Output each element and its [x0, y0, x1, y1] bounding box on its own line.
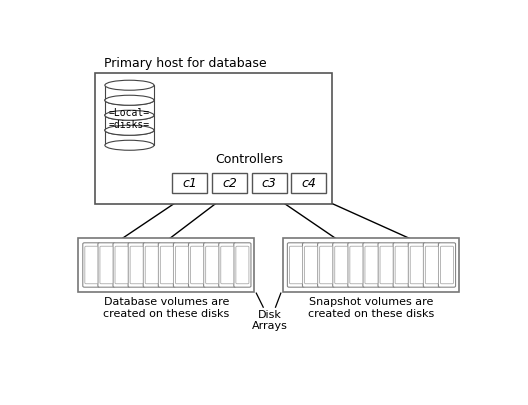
- FancyBboxPatch shape: [348, 243, 365, 288]
- FancyBboxPatch shape: [143, 243, 161, 288]
- FancyBboxPatch shape: [333, 243, 350, 288]
- FancyBboxPatch shape: [395, 247, 408, 284]
- Text: c2: c2: [222, 177, 237, 190]
- Text: c1: c1: [182, 177, 197, 190]
- Text: Controllers: Controllers: [215, 153, 284, 166]
- FancyBboxPatch shape: [221, 247, 234, 284]
- Bar: [283, 239, 459, 292]
- FancyBboxPatch shape: [191, 247, 204, 284]
- FancyBboxPatch shape: [378, 243, 395, 288]
- Bar: [172, 173, 207, 194]
- FancyBboxPatch shape: [128, 243, 145, 288]
- FancyBboxPatch shape: [408, 243, 426, 288]
- FancyBboxPatch shape: [158, 243, 175, 288]
- Bar: [95, 74, 332, 205]
- Ellipse shape: [105, 81, 154, 91]
- FancyBboxPatch shape: [303, 243, 319, 288]
- FancyBboxPatch shape: [161, 247, 173, 284]
- FancyBboxPatch shape: [188, 243, 205, 288]
- FancyBboxPatch shape: [115, 247, 128, 284]
- FancyBboxPatch shape: [130, 247, 143, 284]
- FancyBboxPatch shape: [317, 243, 335, 288]
- FancyBboxPatch shape: [175, 247, 188, 284]
- Bar: [252, 173, 287, 194]
- FancyBboxPatch shape: [100, 247, 113, 284]
- FancyBboxPatch shape: [380, 247, 393, 284]
- FancyBboxPatch shape: [287, 243, 305, 288]
- FancyBboxPatch shape: [393, 243, 410, 288]
- Text: =Local=
=disks=: =Local= =disks=: [109, 108, 150, 130]
- Ellipse shape: [105, 111, 154, 121]
- FancyBboxPatch shape: [145, 247, 158, 284]
- Ellipse shape: [105, 96, 154, 106]
- Ellipse shape: [105, 96, 154, 106]
- Bar: [291, 173, 326, 194]
- Bar: [212, 173, 247, 194]
- FancyBboxPatch shape: [219, 243, 236, 288]
- FancyBboxPatch shape: [113, 243, 130, 288]
- Bar: [105, 86, 154, 101]
- FancyBboxPatch shape: [236, 247, 249, 284]
- Text: Primary host for database: Primary host for database: [103, 57, 266, 70]
- Text: Database volumes are
created on these disks: Database volumes are created on these di…: [103, 296, 229, 318]
- FancyBboxPatch shape: [438, 243, 456, 288]
- FancyBboxPatch shape: [85, 247, 98, 284]
- Bar: [78, 239, 254, 292]
- FancyBboxPatch shape: [98, 243, 115, 288]
- FancyBboxPatch shape: [173, 243, 191, 288]
- FancyBboxPatch shape: [410, 247, 423, 284]
- Text: Disk
Arrays: Disk Arrays: [251, 309, 287, 330]
- FancyBboxPatch shape: [83, 243, 100, 288]
- FancyBboxPatch shape: [319, 247, 333, 284]
- Ellipse shape: [105, 111, 154, 121]
- FancyBboxPatch shape: [350, 247, 363, 284]
- FancyBboxPatch shape: [426, 247, 438, 284]
- Bar: [105, 116, 154, 131]
- Bar: [105, 131, 154, 146]
- Text: c4: c4: [301, 177, 316, 190]
- Ellipse shape: [105, 141, 154, 151]
- Text: Snapshot volumes are
created on these disks: Snapshot volumes are created on these di…: [308, 296, 434, 318]
- FancyBboxPatch shape: [205, 247, 219, 284]
- Ellipse shape: [105, 126, 154, 136]
- FancyBboxPatch shape: [423, 243, 440, 288]
- FancyBboxPatch shape: [289, 247, 303, 284]
- FancyBboxPatch shape: [365, 247, 378, 284]
- FancyBboxPatch shape: [440, 247, 454, 284]
- FancyBboxPatch shape: [335, 247, 348, 284]
- FancyBboxPatch shape: [204, 243, 221, 288]
- Text: c3: c3: [262, 177, 277, 190]
- FancyBboxPatch shape: [363, 243, 380, 288]
- FancyBboxPatch shape: [305, 247, 317, 284]
- Ellipse shape: [105, 126, 154, 136]
- Bar: [105, 101, 154, 116]
- FancyBboxPatch shape: [234, 243, 251, 288]
